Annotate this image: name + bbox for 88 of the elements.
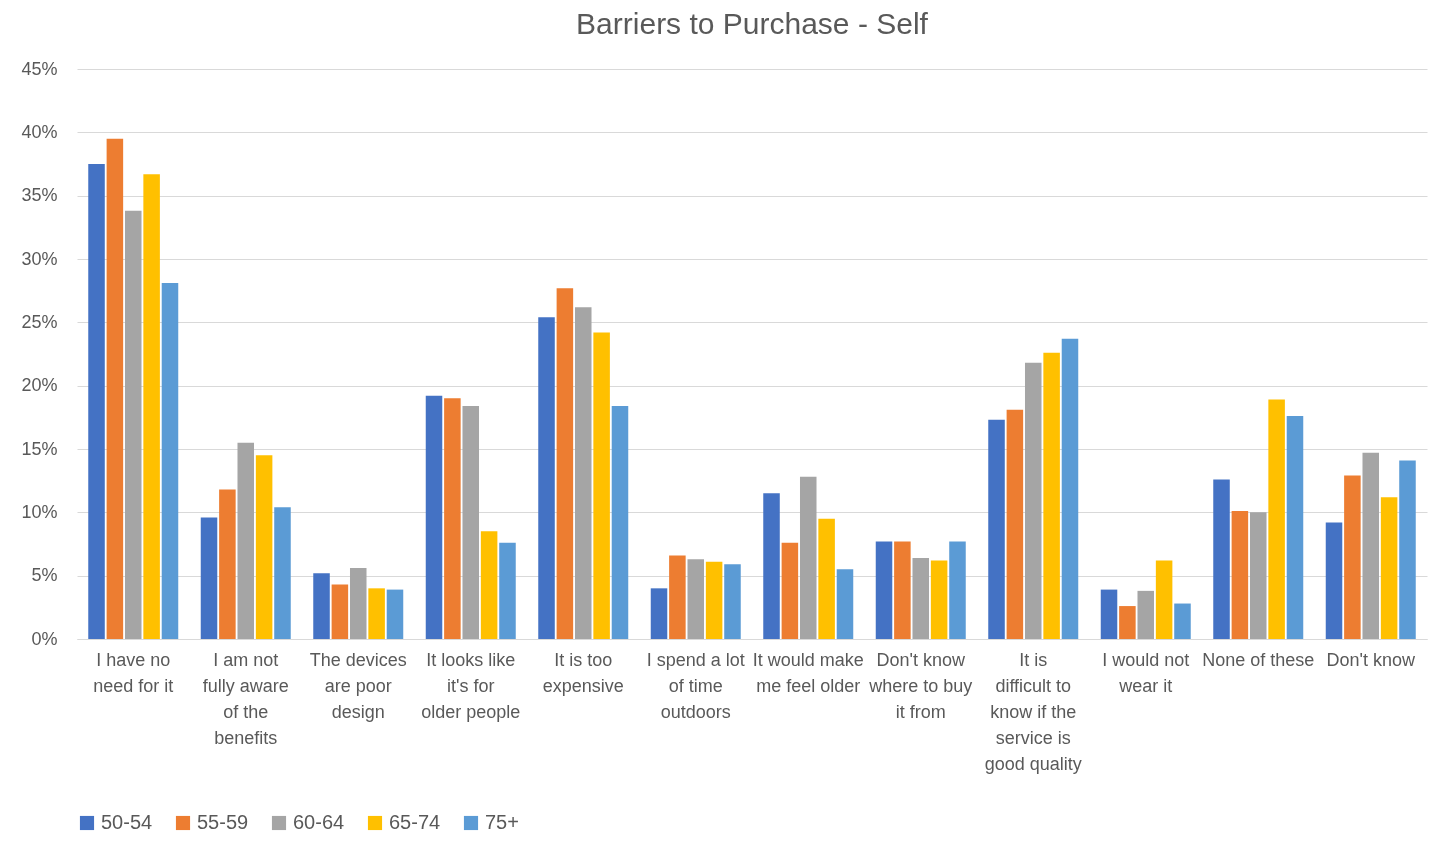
bar — [669, 555, 686, 639]
bar — [1119, 606, 1136, 639]
bar — [799, 476, 817, 639]
bar — [538, 317, 555, 639]
x-tick-label: None of these — [1202, 649, 1315, 670]
bar — [1043, 352, 1060, 639]
y-tick-label: 10% — [21, 501, 58, 522]
bar — [1061, 338, 1079, 639]
y-tick-label: 45% — [21, 58, 58, 79]
bar — [1231, 511, 1249, 639]
bar — [1399, 460, 1416, 639]
bar — [425, 395, 443, 639]
y-tick-label: 40% — [21, 121, 58, 142]
legend-label: 50-54 — [101, 811, 153, 833]
bar — [106, 138, 124, 639]
bar — [1380, 497, 1398, 639]
bar — [219, 489, 236, 639]
bar — [349, 568, 367, 639]
bar — [949, 541, 966, 639]
y-tick-label: 0% — [31, 628, 58, 649]
legend-label: 65-74 — [389, 811, 441, 833]
bar — [930, 560, 948, 639]
bar — [556, 288, 574, 639]
bar — [1249, 512, 1267, 639]
bar — [237, 442, 255, 639]
y-tick-label: 25% — [21, 311, 58, 332]
bar — [1344, 475, 1361, 639]
bar — [313, 573, 330, 639]
x-tick-label: It looks like it's for older people — [421, 649, 521, 722]
bar — [1137, 590, 1155, 639]
bar — [331, 584, 349, 639]
bar — [274, 507, 291, 639]
bar — [763, 493, 780, 639]
bar — [593, 332, 610, 639]
legend-label: 55-59 — [197, 811, 249, 833]
bar — [1155, 560, 1173, 639]
bar — [143, 174, 160, 639]
y-tick-label: 15% — [21, 438, 58, 459]
x-tick-label: Don't know — [1326, 649, 1416, 670]
bar — [124, 210, 142, 639]
bar — [1213, 479, 1230, 639]
x-tick-label: I have no need for it — [93, 649, 174, 696]
y-tick-label: 5% — [31, 565, 58, 586]
x-tick-label: I am not fully aware of the benefits — [202, 649, 289, 748]
bar — [161, 283, 179, 639]
bar — [988, 419, 1005, 639]
x-tick-label: I spend a lot of time outdoors — [646, 649, 745, 722]
bar — [499, 542, 516, 639]
x-tick-label: I would not wear it — [1102, 649, 1190, 696]
bar — [200, 517, 218, 639]
bar — [836, 569, 854, 639]
bar — [1024, 362, 1042, 639]
bar — [574, 307, 592, 639]
bar — [1174, 603, 1191, 639]
bar — [1325, 522, 1343, 639]
bar — [912, 557, 930, 639]
bar — [1362, 452, 1380, 639]
chart-title: Barriers to Purchase - Self — [576, 7, 929, 40]
bar — [1006, 409, 1024, 639]
x-tick-label: The devices are poor design — [309, 649, 407, 722]
bar — [444, 398, 461, 639]
x-tick-label: It is too expensive — [542, 649, 624, 696]
legend-label: 75+ — [485, 811, 519, 833]
bar — [1268, 399, 1285, 639]
bar — [818, 518, 835, 639]
bar — [687, 559, 705, 639]
bar — [781, 542, 799, 639]
x-tick-label: It is difficult to know if the service is good quality — [984, 649, 1082, 774]
bar — [875, 541, 893, 639]
bar — [480, 531, 498, 639]
bar — [88, 164, 105, 639]
y-tick-label: 35% — [21, 185, 58, 206]
bar — [255, 455, 273, 639]
bar — [705, 561, 723, 639]
bar — [611, 405, 629, 639]
bar — [650, 588, 668, 639]
x-tick-label: It would make me feel older — [752, 649, 864, 696]
x-tick-label: Don't know where to buy it from — [868, 649, 973, 722]
bar — [1286, 416, 1304, 639]
legend-label: 60-64 — [293, 811, 345, 833]
y-tick-label: 20% — [21, 375, 58, 396]
bar — [368, 588, 385, 639]
bar — [894, 541, 911, 639]
bar — [386, 589, 404, 639]
bar — [462, 405, 480, 639]
bar — [724, 564, 741, 639]
bar — [1100, 589, 1118, 639]
y-tick-label: 30% — [21, 248, 58, 269]
